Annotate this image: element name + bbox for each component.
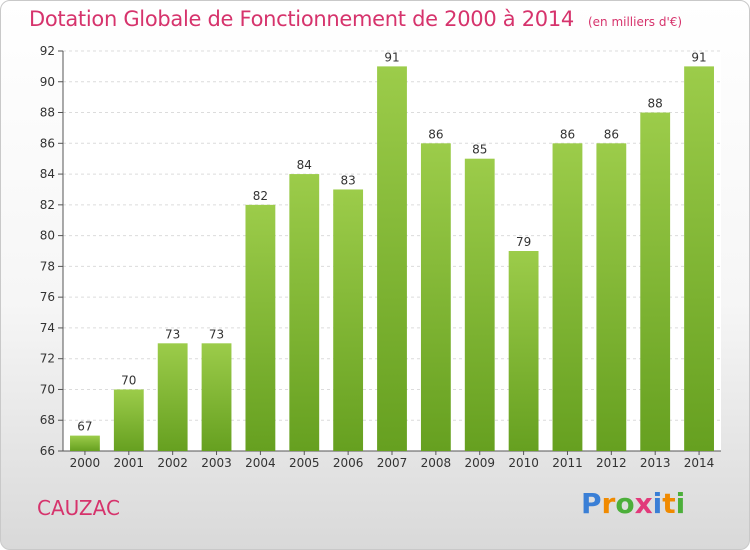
x-tick-label-2007: 2007 [377, 456, 408, 470]
logo-letter: o [615, 487, 635, 520]
y-tick-label: 90 [40, 75, 55, 89]
bar-2011 [552, 143, 583, 452]
x-tick-label-2000: 2000 [70, 456, 101, 470]
y-tick-label: 84 [40, 167, 55, 181]
x-tick-label-2004: 2004 [245, 456, 276, 470]
x-tick-label-2005: 2005 [289, 456, 320, 470]
value-label-2006: 83 [340, 173, 355, 187]
value-label-2001: 70 [121, 373, 136, 387]
x-tick-label-2009: 2009 [464, 456, 495, 470]
value-label-2012: 86 [604, 127, 619, 141]
x-tick-label-2006: 2006 [333, 456, 364, 470]
x-tick-label-2012: 2012 [596, 456, 627, 470]
value-label-2008: 86 [428, 127, 443, 141]
chart-title-text: Dotation Globale de Fonctionnement de 20… [29, 7, 574, 31]
y-tick-label: 68 [40, 413, 55, 427]
bar-2000 [70, 435, 100, 451]
logo-letter: i [652, 487, 663, 520]
x-tick-label-2003: 2003 [201, 456, 232, 470]
value-label-2010: 79 [516, 235, 531, 249]
bar-2001 [113, 389, 144, 451]
y-tick-label: 74 [40, 321, 55, 335]
bar-2014 [684, 66, 714, 451]
logo-letter: i [675, 487, 686, 520]
x-tick-label-2001: 2001 [114, 456, 145, 470]
y-tick-label: 66 [40, 444, 55, 458]
bar-2012 [596, 143, 627, 452]
bar-2002 [157, 343, 188, 451]
y-tick-label: 80 [40, 229, 55, 243]
logo-letter: x [634, 487, 653, 520]
value-label-2005: 84 [297, 158, 312, 172]
bar-2008 [420, 143, 451, 452]
y-tick-label: 72 [40, 352, 55, 366]
value-label-2014: 91 [691, 50, 706, 64]
value-label-2011: 86 [560, 127, 575, 141]
bar-2009 [464, 158, 495, 451]
x-tick-label-2010: 2010 [508, 456, 539, 470]
chart-unit-label: (en milliers d'€) [587, 15, 683, 29]
y-tick-label: 86 [40, 136, 55, 150]
bar-2006 [333, 189, 364, 451]
value-label-2009: 85 [472, 143, 487, 157]
logo-letter: r [601, 487, 616, 520]
bar-2005 [289, 174, 320, 452]
value-label-2007: 91 [384, 50, 399, 64]
value-label-2002: 73 [165, 327, 180, 341]
x-tick-label-2014: 2014 [684, 456, 715, 470]
commune-name: CAUZAC [37, 496, 120, 520]
x-tick-label-2011: 2011 [552, 456, 583, 470]
y-tick-label: 92 [40, 44, 55, 58]
y-tick-label: 82 [40, 198, 55, 212]
logo-letter: P [581, 487, 602, 520]
y-tick-label: 88 [40, 106, 55, 120]
x-tick-label-2008: 2008 [421, 456, 452, 470]
bar-2013 [640, 112, 671, 452]
bar-2007 [377, 66, 407, 451]
y-tick-label: 70 [40, 382, 55, 396]
y-tick-label: 78 [40, 259, 55, 273]
logo-letter: t [662, 487, 676, 520]
value-label-2004: 82 [253, 189, 268, 203]
value-label-2013: 88 [648, 97, 663, 111]
bar-2004 [245, 204, 276, 451]
proxiti-logo: Proxiti [581, 487, 685, 520]
x-tick-label-2002: 2002 [157, 456, 188, 470]
bar-2010 [508, 251, 539, 451]
y-tick-label: 76 [40, 290, 55, 304]
bar-2003 [201, 343, 232, 451]
value-label-2000: 67 [77, 420, 92, 434]
value-label-2003: 73 [209, 327, 224, 341]
chart-title: Dotation Globale de Fonctionnement de 20… [29, 7, 682, 31]
x-tick-label-2013: 2013 [640, 456, 671, 470]
